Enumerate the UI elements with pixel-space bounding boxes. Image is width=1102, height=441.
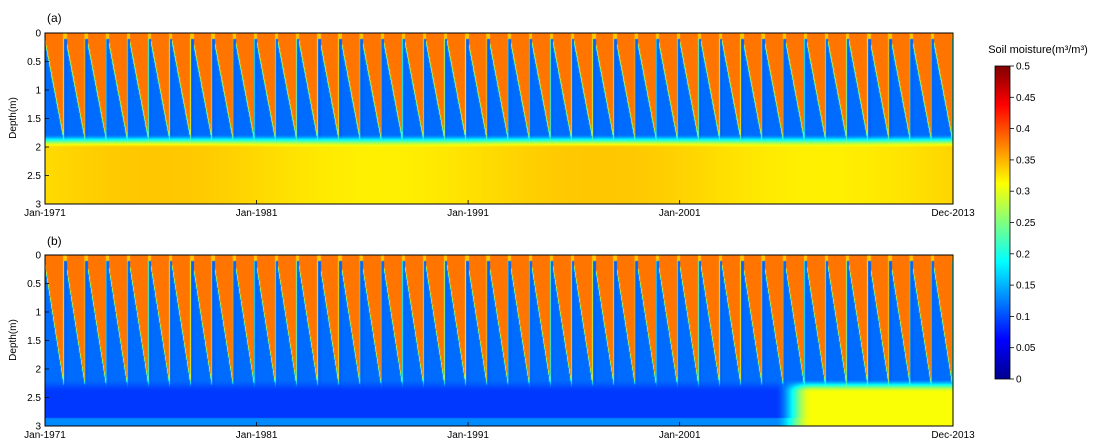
xtick-label: Jan-1981	[236, 208, 278, 219]
colorbar-tick-label: 0.15	[1016, 281, 1036, 292]
xtick-label: Jan-1991	[447, 430, 489, 441]
xtick-label: Jan-2001	[659, 208, 701, 219]
xtick-label: Jan-1971	[24, 208, 66, 219]
colorbar-tick-label: 0.3	[1016, 187, 1030, 198]
colorbar-tick-label: 0.1	[1016, 312, 1030, 323]
colorbar-gradient	[994, 65, 1011, 380]
ytick-label: 3	[35, 200, 41, 211]
colorbar-tick-label: 0.2	[1016, 249, 1030, 260]
panel-a-ylabel: Depth(m)	[8, 97, 19, 139]
ytick-label: 3	[35, 422, 41, 433]
xtick-label: Jan-1971	[24, 430, 66, 441]
panel-b-heatmap	[45, 255, 953, 426]
ytick-label: 1	[35, 308, 41, 319]
xtick-label: Jan-1981	[236, 430, 278, 441]
colorbar-tick-label: 0.4	[1016, 124, 1030, 135]
colorbar-title: Soil moisture(m³/m³)	[988, 44, 1088, 56]
panel-a-label: (a)	[47, 11, 62, 25]
colorbar-tick-label: 0.5	[1016, 62, 1030, 73]
colorbar: Soil moisture(m³/m³) 0.5 0.45 0.4 0.35 0.3 0.…	[988, 44, 1088, 386]
panel-a-heatmap	[45, 33, 953, 204]
panel-b-label: (b)	[47, 234, 62, 248]
ytick-label: 0	[35, 29, 41, 40]
panel-a: (a) Depth(m) 0 0.5 1 1.5 2 2.5 3 Jan-1971 Jan-1…	[8, 11, 975, 219]
ytick-label: 2	[35, 365, 41, 376]
ytick-label: 0.5	[27, 57, 41, 68]
panel-b-ylabel: Depth(m)	[8, 319, 19, 361]
ytick-label: 1	[35, 86, 41, 97]
colorbar-tick-label: 0	[1016, 375, 1022, 386]
colorbar-tick-label: 0.05	[1016, 343, 1036, 354]
panel-b: (b) Depth(m) 0 0.5 1 1.5 2 2.5 3 Jan-1971 Jan-1…	[8, 234, 975, 441]
xtick-label: Jan-2001	[659, 430, 701, 441]
ytick-label: 0.5	[27, 279, 41, 290]
ytick-label: 1.5	[27, 336, 41, 347]
xtick-label: Dec-2013	[931, 208, 975, 219]
ytick-label: 2	[35, 143, 41, 154]
colorbar-tick-label: 0.45	[1016, 93, 1036, 104]
ytick-label: 1.5	[27, 114, 41, 125]
xtick-label: Dec-2013	[931, 430, 975, 441]
ytick-label: 2.5	[27, 171, 41, 182]
ytick-label: 0	[35, 251, 41, 262]
colorbar-tick-label: 0.25	[1016, 218, 1036, 229]
ytick-label: 2.5	[27, 393, 41, 404]
xtick-label: Jan-1991	[447, 208, 489, 219]
colorbar-tick-label: 0.35	[1016, 155, 1036, 166]
